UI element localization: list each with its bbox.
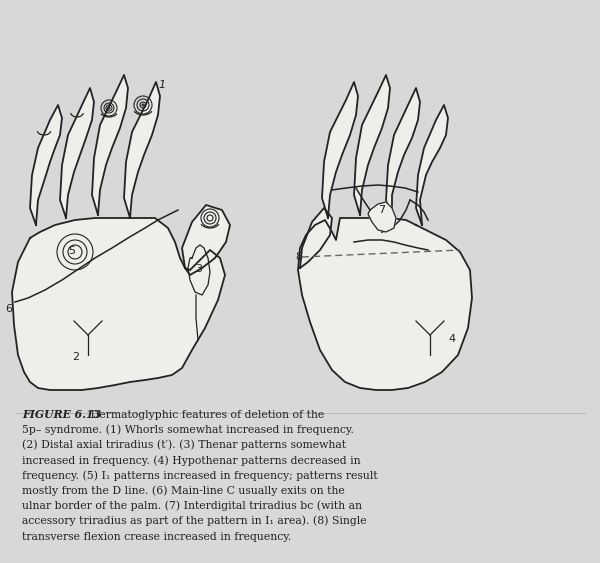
Text: 5: 5	[68, 246, 75, 256]
Text: 1: 1	[158, 80, 165, 90]
Text: Dermatoglyphic features of deletion of the: Dermatoglyphic features of deletion of t…	[80, 410, 324, 420]
Text: ulnar border of the palm. (7) Interdigital triradius bc (with an: ulnar border of the palm. (7) Interdigit…	[22, 501, 362, 511]
Text: 6: 6	[5, 304, 12, 314]
Text: (2) Distal axial triradius (t′). (3) Thenar patterns somewhat: (2) Distal axial triradius (t′). (3) The…	[22, 440, 346, 450]
Text: 7: 7	[378, 205, 385, 215]
Polygon shape	[188, 245, 210, 295]
Polygon shape	[60, 88, 94, 218]
Polygon shape	[298, 218, 472, 390]
Text: 3: 3	[195, 264, 202, 274]
Text: transverse flexion crease increased in frequency.: transverse flexion crease increased in f…	[22, 531, 291, 542]
Text: mostly from the D line. (6) Main-line C usually exits on the: mostly from the D line. (6) Main-line C …	[22, 485, 345, 496]
Text: increased in frequency. (4) Hypothenar patterns decreased in: increased in frequency. (4) Hypothenar p…	[22, 455, 361, 466]
Polygon shape	[368, 202, 396, 232]
Text: 5p– syndrome. (1) Whorls somewhat increased in frequency.: 5p– syndrome. (1) Whorls somewhat increa…	[22, 425, 354, 435]
Text: frequency. (5) I₁ patterns increased in frequency; patterns result: frequency. (5) I₁ patterns increased in …	[22, 470, 377, 481]
Polygon shape	[322, 82, 358, 218]
Polygon shape	[124, 82, 160, 218]
Polygon shape	[416, 105, 448, 225]
Polygon shape	[386, 88, 420, 218]
Text: accessory triradius as part of the pattern in I₁ area). (8) Single: accessory triradius as part of the patte…	[22, 516, 367, 526]
Polygon shape	[30, 105, 62, 225]
Polygon shape	[182, 205, 230, 275]
Text: 4: 4	[448, 334, 455, 344]
Polygon shape	[92, 75, 128, 215]
Text: 8: 8	[295, 252, 302, 262]
Polygon shape	[354, 75, 390, 215]
Polygon shape	[12, 218, 225, 390]
Text: 2: 2	[72, 352, 79, 362]
Text: FIGURE 6.13: FIGURE 6.13	[22, 409, 101, 420]
Polygon shape	[300, 208, 332, 268]
